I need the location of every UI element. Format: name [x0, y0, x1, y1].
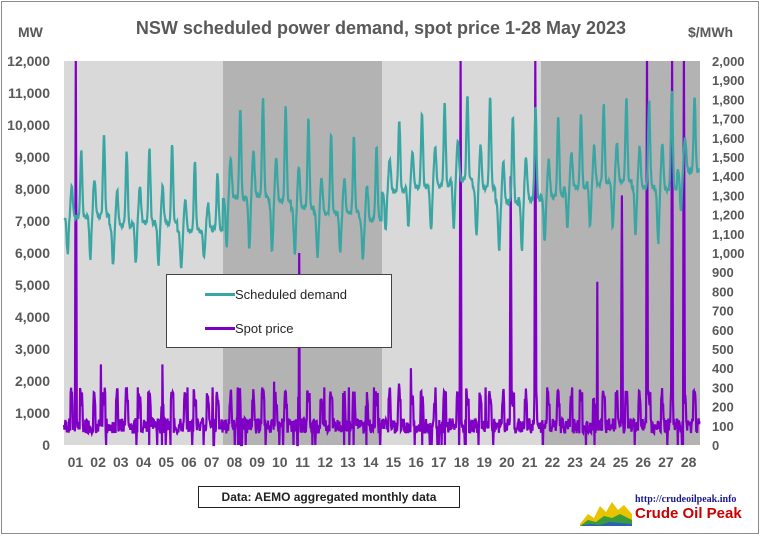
right-tick-label: 1,800 [712, 92, 745, 107]
left-tick-label: 7,000 [15, 213, 50, 229]
left-tick-label: 0 [42, 437, 50, 453]
right-tick-label: 1,200 [712, 208, 745, 223]
right-tick-label: 1,000 [712, 246, 745, 261]
left-tick-label: 11,000 [8, 85, 50, 101]
x-tick-label: 07 [204, 454, 220, 470]
right-tick-label: 900 [712, 265, 734, 280]
legend-item-demand: Scheduled demand [205, 287, 347, 302]
weekend-band-0 [223, 61, 382, 445]
right-tick-label: 600 [712, 323, 734, 338]
right-axis-unit: $/MWh [688, 24, 734, 40]
crude-oil-peak-logo: http://crudeoilpeak.info Crude Oil Peak [580, 494, 750, 526]
left-tick-label: 4,000 [15, 309, 50, 325]
series-scheduled-demand-line [63, 90, 700, 269]
right-tick-label: 0 [712, 438, 719, 453]
right-tick-label: 700 [712, 304, 734, 319]
legend-swatch-demand [205, 293, 235, 296]
x-tick-label: 24 [590, 454, 606, 470]
x-tick-label: 09 [249, 454, 265, 470]
right-tick-label: 500 [712, 342, 734, 357]
legend-label-demand: Scheduled demand [235, 287, 348, 302]
right-tick-label: 400 [712, 361, 734, 376]
source-note: Data: AEMO aggregated monthly data [198, 486, 460, 508]
x-tick-label: 23 [567, 454, 583, 470]
x-tick-label: 12 [317, 454, 333, 470]
x-tick-label: 19 [476, 454, 492, 470]
x-tick-label: 15 [386, 454, 402, 470]
x-tick-label: 02 [90, 454, 106, 470]
left-axis-unit: MW [18, 24, 43, 40]
right-tick-label: 100 [712, 419, 734, 434]
right-tick-label: 2,000 [712, 54, 745, 69]
right-tick-label: 1,400 [712, 169, 745, 184]
x-tick-label: 05 [158, 454, 174, 470]
logo-url: http://crudeoilpeak.info [635, 494, 737, 505]
x-tick-label: 26 [635, 454, 651, 470]
logo-graphic-icon [580, 502, 632, 526]
x-tick-label: 14 [363, 454, 379, 470]
x-tick-label: 20 [499, 454, 515, 470]
legend: Scheduled demand Spot price [166, 274, 392, 348]
right-tick-label: 1,600 [712, 131, 745, 146]
x-tick-label: 28 [681, 454, 697, 470]
x-tick-label: 08 [227, 454, 243, 470]
x-tick-label: 11 [295, 454, 310, 470]
x-tick-label: 06 [181, 454, 197, 470]
left-tick-label: 9,000 [15, 149, 50, 165]
x-tick-label: 21 [522, 454, 538, 470]
legend-label-price: Spot price [235, 321, 294, 336]
x-tick-label: 22 [545, 454, 561, 470]
left-tick-label: 1,000 [15, 405, 50, 421]
legend-swatch-price [205, 327, 235, 330]
x-tick-label: 01 [68, 454, 84, 470]
left-tick-label: 10,000 [7, 117, 50, 133]
x-tick-label: 27 [658, 454, 674, 470]
right-tick-label: 800 [712, 284, 734, 299]
left-tick-label: 3,000 [15, 341, 50, 357]
left-tick-label: 8,000 [15, 181, 50, 197]
right-tick-label: 1,900 [712, 73, 745, 88]
chart-title: NSW scheduled power demand, spot price 1… [135, 18, 627, 38]
left-tick-label: 12,000 [7, 53, 50, 69]
legend-item-price: Spot price [205, 321, 294, 336]
x-tick-label: 03 [113, 454, 129, 470]
x-tick-label: 16 [408, 454, 424, 470]
right-tick-label: 200 [712, 400, 734, 415]
right-tick-label: 1,300 [712, 188, 745, 203]
x-tick-label: 17 [431, 454, 447, 470]
right-tick-label: 1,500 [712, 150, 745, 165]
right-tick-label: 300 [712, 380, 734, 395]
logo-name: Crude Oil Peak [635, 505, 742, 522]
x-tick-label: 04 [136, 454, 152, 470]
right-tick-label: 1,100 [712, 227, 745, 242]
left-tick-label: 2,000 [15, 373, 50, 389]
x-tick-label: 10 [272, 454, 288, 470]
x-tick-label: 25 [613, 454, 629, 470]
series-spot-price-line [62, 60, 701, 447]
x-tick-label: 18 [454, 454, 470, 470]
left-tick-label: 5,000 [15, 277, 50, 293]
left-tick-label: 6,000 [15, 245, 50, 261]
right-tick-label: 1,700 [712, 112, 745, 127]
x-tick-label: 13 [340, 454, 356, 470]
